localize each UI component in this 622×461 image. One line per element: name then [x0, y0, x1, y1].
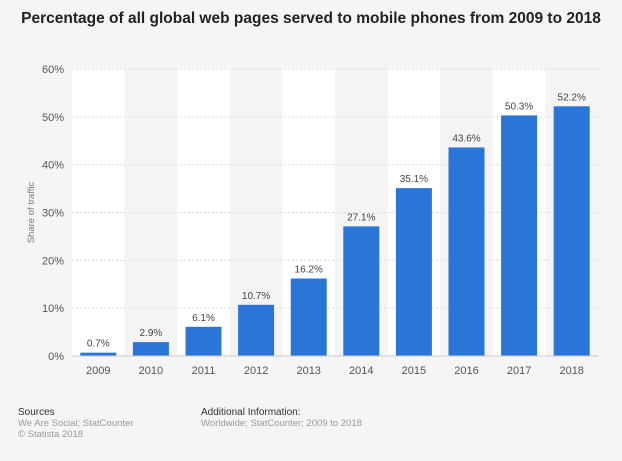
y-tick-label: 0%	[48, 351, 64, 363]
additional-info-line: Worldwide; StatCounter; 2009 to 2018	[201, 418, 362, 429]
chart-title: Percentage of all global web pages serve…	[21, 10, 601, 27]
sources-line: We Are Social; StatCounter	[18, 418, 134, 429]
bar	[238, 304, 275, 356]
bar-value-label: 35.1%	[400, 174, 428, 185]
x-tick-label: 2018	[559, 365, 583, 377]
bar	[132, 342, 169, 356]
y-tick-label: 30%	[42, 208, 64, 220]
x-tick-label: 2013	[296, 365, 320, 377]
x-tick-label: 2009	[86, 365, 110, 377]
x-tick-label: 2011	[192, 365, 216, 377]
bar	[290, 278, 327, 356]
x-tick-label: 2015	[402, 365, 426, 377]
y-tick-label: 20%	[42, 255, 64, 267]
sources-block: Sources We Are Social; StatCounter © Sta…	[18, 407, 133, 440]
bar-value-label: 10.7%	[242, 291, 270, 302]
sources-heading: Sources	[18, 407, 55, 418]
x-tick-label: 2016	[454, 365, 478, 377]
bar-value-label: 2.9%	[140, 328, 163, 339]
x-tick-label: 2017	[507, 365, 531, 377]
additional-info-block: Additional Information: Worldwide; StatC…	[201, 407, 362, 429]
bar	[553, 106, 590, 356]
copyright-line: © Statista 2018	[18, 429, 84, 440]
y-tick-label: 40%	[42, 160, 64, 172]
y-tick-label: 60%	[42, 64, 64, 76]
bar	[343, 226, 380, 356]
bar-value-label: 52.2%	[558, 92, 586, 103]
x-tick-label: 2014	[349, 365, 373, 377]
bar	[185, 326, 222, 356]
y-tick-label: 50%	[42, 112, 64, 124]
bar	[448, 147, 485, 356]
bar-value-label: 50.3%	[505, 101, 533, 112]
x-tick-label: 2012	[244, 365, 268, 377]
bar	[80, 352, 117, 356]
y-axis-title: Share of traffic	[26, 181, 37, 243]
bar	[501, 115, 538, 356]
additional-info-heading: Additional Information:	[201, 407, 301, 418]
bar	[395, 188, 432, 356]
bar-value-label: 16.2%	[295, 265, 323, 276]
bar-value-label: 27.1%	[347, 212, 375, 223]
x-tick-label: 2010	[139, 365, 163, 377]
bar-value-label: 0.7%	[87, 339, 110, 350]
y-tick-label: 10%	[42, 303, 64, 315]
bar-value-label: 43.6%	[452, 133, 480, 144]
bar-value-label: 6.1%	[192, 313, 215, 324]
